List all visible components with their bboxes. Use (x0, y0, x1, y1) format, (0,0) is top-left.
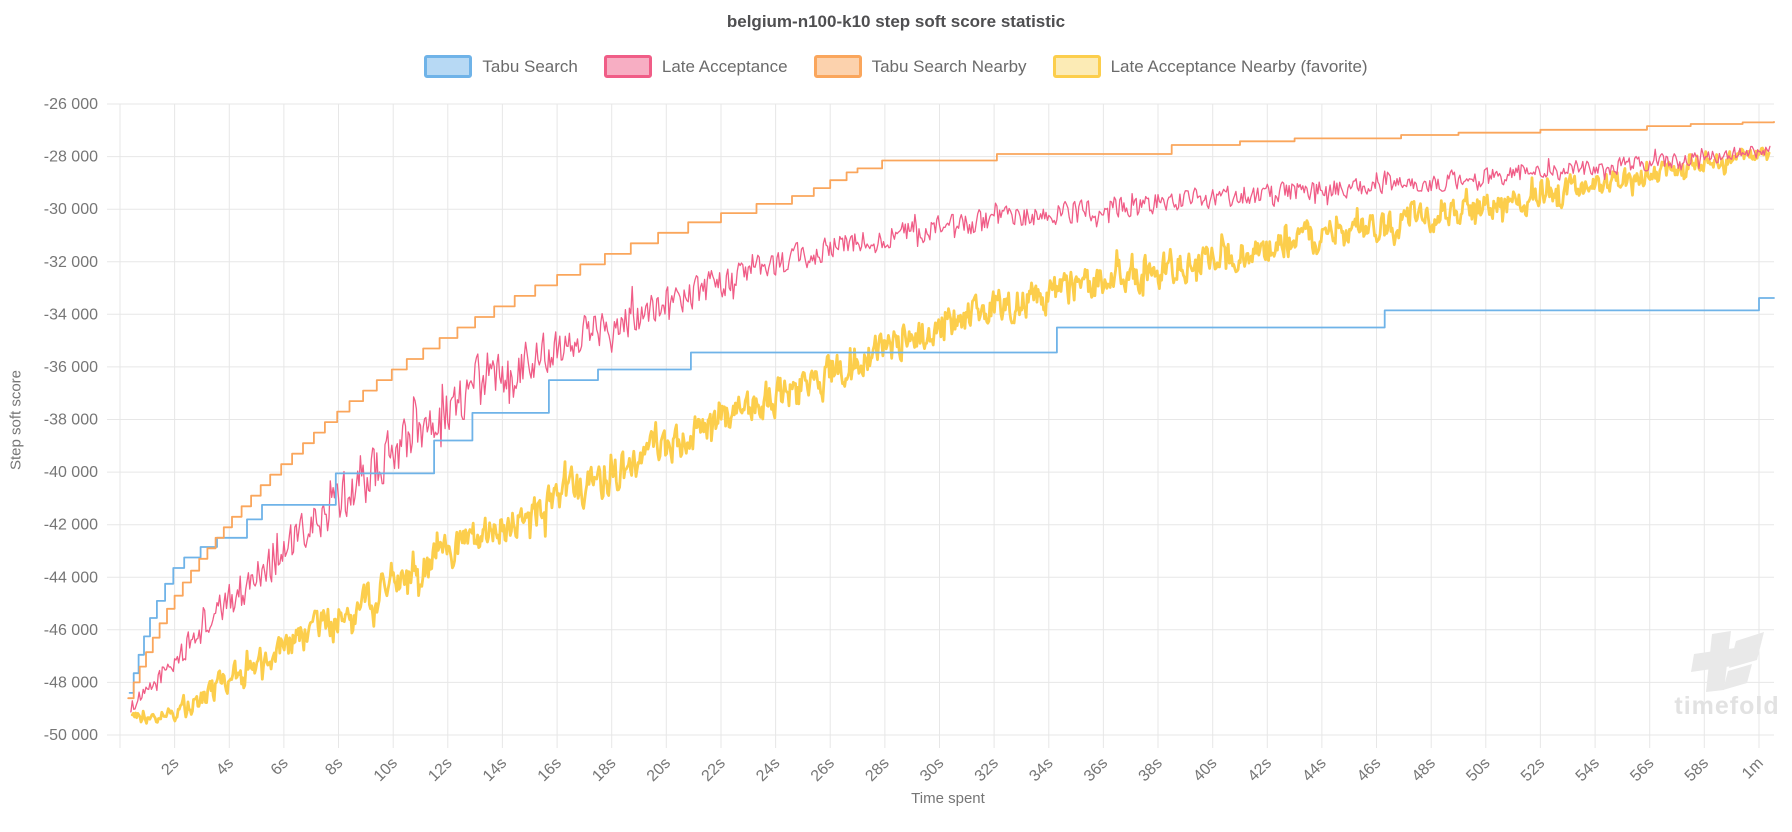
x-tick-label: 14s (480, 755, 510, 785)
y-tick-label: -36 000 (44, 359, 98, 376)
x-tick-label: 44s (1299, 755, 1329, 785)
y-tick-label: -26 000 (44, 96, 98, 113)
legend-swatch (603, 55, 652, 78)
series-line-tabu-search (128, 297, 1775, 694)
y-tick-label: -46 000 (44, 622, 98, 639)
series-line-late-acceptance-nearby-favorite (130, 146, 1771, 725)
legend-label: Tabu Search Nearby (871, 56, 1027, 76)
x-tick-label: 30s (917, 755, 947, 785)
x-tick-label: 32s (972, 755, 1002, 785)
x-tick-label: 40s (1190, 755, 1220, 785)
x-tick-label: 28s (862, 755, 892, 785)
x-tick-label: 22s (699, 755, 729, 785)
y-tick-label: -44 000 (44, 569, 98, 586)
x-tick-label: 10s (371, 755, 401, 785)
y-tick-label: -48 000 (44, 674, 98, 691)
x-tick-label: 18s (589, 755, 619, 785)
x-tick-label: 16s (535, 755, 565, 785)
y-axis-title: Step soft score (7, 369, 25, 471)
x-tick-label: 12s (425, 755, 455, 785)
x-tick-label: 52s (1518, 755, 1548, 785)
x-tick-label: 4s (213, 755, 237, 779)
logo-flag-lower (1723, 664, 1752, 690)
y-tick-label: -28 000 (44, 149, 98, 166)
y-tick-label: -38 000 (44, 412, 98, 429)
y-tick-label: -34 000 (44, 306, 98, 323)
y-tick-label: -42 000 (44, 517, 98, 534)
legend-item-tabu-search-nearby: Tabu Search Nearby (813, 55, 1027, 78)
x-tick-label: 36s (1081, 755, 1111, 785)
x-tick-label: 6s (268, 755, 292, 779)
legend-item-tabu-search: Tabu Search (424, 55, 578, 78)
legend-item-late-acceptance-nearby-favorite: Late Acceptance Nearby (favorite) (1052, 55, 1368, 78)
y-tick-label: -32 000 (44, 254, 98, 271)
x-tick-label: 24s (753, 755, 783, 785)
x-tick-label: 42s (1245, 755, 1275, 785)
x-tick-label: 38s (1136, 755, 1166, 785)
x-tick-label: 50s (1463, 755, 1493, 785)
x-tick-label: 8s (322, 755, 346, 779)
legend-label: Tabu Search (482, 56, 578, 76)
watermark-text: timefold (1674, 692, 1779, 720)
series-line-late-acceptance (130, 145, 1771, 713)
legend-item-late-acceptance: Late Acceptance (603, 55, 788, 78)
chart-title: belgium-n100-k10 step soft score statist… (726, 12, 1066, 31)
y-tick-label: -40 000 (44, 464, 98, 481)
x-tick-label: 1m (1739, 755, 1767, 783)
legend-swatch (424, 55, 473, 78)
x-axis-title: Time spent (911, 790, 985, 807)
x-tick-label: 46s (1354, 755, 1384, 785)
logo-flag-upper (1729, 632, 1764, 668)
logo-stem (1706, 631, 1731, 692)
x-tick-label: 20s (644, 755, 674, 785)
legend-swatch (1052, 55, 1101, 78)
y-tick-label: -30 000 (44, 201, 98, 218)
x-tick-label: 26s (808, 755, 838, 785)
x-tick-label: 58s (1682, 755, 1712, 785)
x-tick-label: 2s (158, 755, 182, 779)
legend-label: Late Acceptance Nearby (favorite) (1110, 56, 1368, 76)
x-tick-label: 34s (1026, 755, 1056, 785)
timefold-logo-watermark: timefold (1674, 631, 1779, 720)
x-tick-label: 56s (1627, 755, 1657, 785)
x-tick-label: 48s (1409, 755, 1439, 785)
legend-label: Late Acceptance (661, 56, 788, 76)
series-line-tabu-search-nearby (127, 121, 1775, 700)
chart-legend: Tabu Search Late Acceptance Tabu Search Ne… (0, 55, 1792, 78)
legend-swatch (813, 55, 862, 78)
x-tick-label: 54s (1573, 755, 1603, 785)
y-tick-label: -50 000 (44, 727, 98, 744)
